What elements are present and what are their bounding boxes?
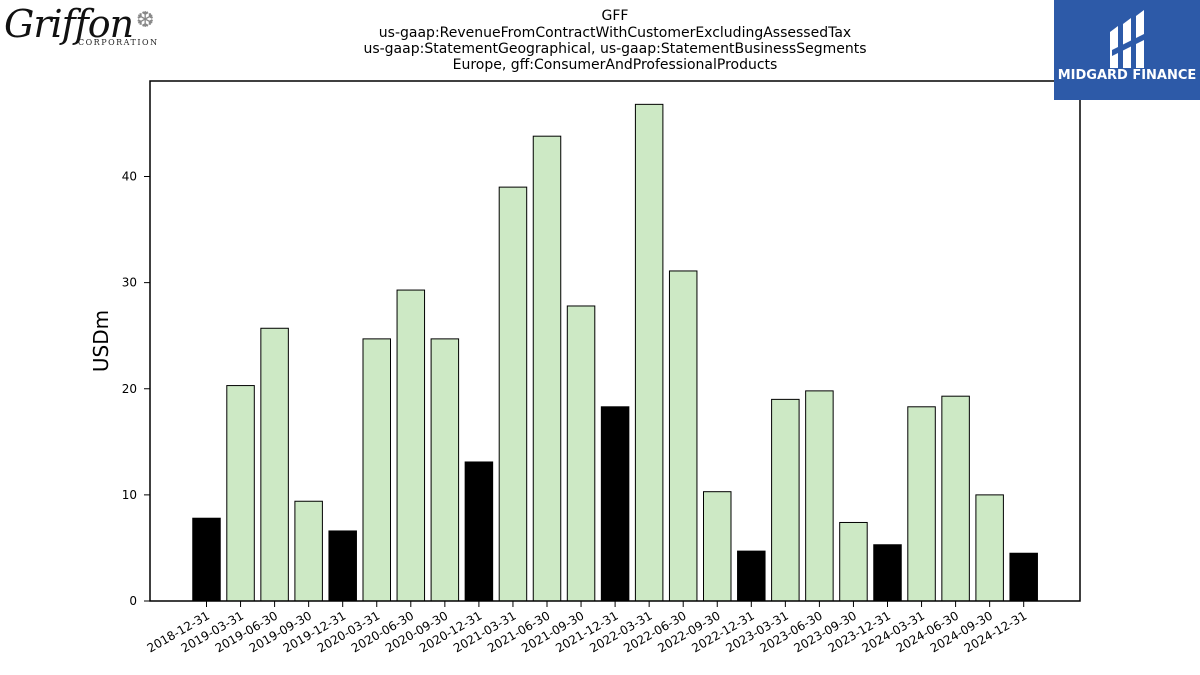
chart-title-line-2: us-gaap:RevenueFromContractWithCustomerE…: [379, 25, 851, 41]
bar-2020-06-30: [396, 289, 426, 602]
plot-frame: [149, 80, 1081, 602]
y-tick-label: 40: [122, 170, 137, 184]
bar-2022-03-31: [634, 103, 664, 602]
bar-2019-12-31: [328, 530, 357, 602]
bar-2022-06-30: [668, 270, 698, 602]
bar-2022-12-31: [737, 550, 766, 602]
bar-2024-06-30: [941, 395, 970, 602]
y-tick-label: 30: [122, 276, 137, 290]
bar-2024-03-31: [907, 406, 936, 602]
bar-2021-12-31: [600, 406, 630, 602]
midgard-finance-logo: MIDGARD FINANCE: [1054, 0, 1200, 100]
x-axis: 2018-12-312019-03-312019-06-302019-09-30…: [145, 601, 1029, 655]
chart-title-line-3: us-gaap:StatementGeographical, us-gaap:S…: [363, 41, 866, 57]
y-tick-label: 10: [122, 488, 137, 502]
bar-2020-12-31: [464, 461, 494, 602]
midgard-mark-icon: [1110, 10, 1144, 68]
bar-2023-06-30: [805, 390, 834, 602]
bar-series: [192, 103, 1038, 602]
bar-2023-09-30: [839, 521, 868, 602]
chart-title-line-4: Europe, gff:ConsumerAndProfessionalProdu…: [453, 57, 778, 73]
bar-2021-09-30: [566, 305, 596, 602]
bar-2019-09-30: [294, 500, 323, 602]
chart-title-line-1: GFF: [602, 8, 629, 24]
griffon-corporation-text: CORPORATION: [78, 38, 159, 47]
bar-2020-09-30: [430, 338, 460, 602]
y-tick-label: 20: [122, 382, 137, 396]
bar-2023-12-31: [873, 544, 902, 602]
bar-2023-03-31: [771, 398, 800, 602]
y-tick-label: 0: [129, 594, 137, 608]
midgard-finance-text: MIDGARD FINANCE: [1057, 68, 1197, 83]
bar-2024-12-31: [1009, 552, 1038, 602]
bar-2021-03-31: [498, 186, 528, 602]
y-axis-label: USDm: [89, 310, 113, 372]
bar-2024-09-30: [975, 494, 1004, 602]
bar-2018-12-31: [192, 517, 221, 602]
griffon-wordmark: Griffon: [4, 2, 134, 46]
y-axis: 0 10 20 30 40: [122, 170, 150, 608]
bar-2020-03-31: [362, 338, 391, 602]
griffin-emblem-icon: ❆: [136, 8, 155, 33]
bar-2019-03-31: [226, 385, 255, 602]
bar-2022-09-30: [703, 491, 732, 602]
chart-title: GFF us-gaap:RevenueFromContractWithCusto…: [363, 8, 866, 73]
bar-2019-06-30: [260, 327, 289, 602]
griffon-logo: Griffon CORPORATION ❆: [4, 2, 169, 48]
bar-2021-06-30: [532, 135, 562, 602]
